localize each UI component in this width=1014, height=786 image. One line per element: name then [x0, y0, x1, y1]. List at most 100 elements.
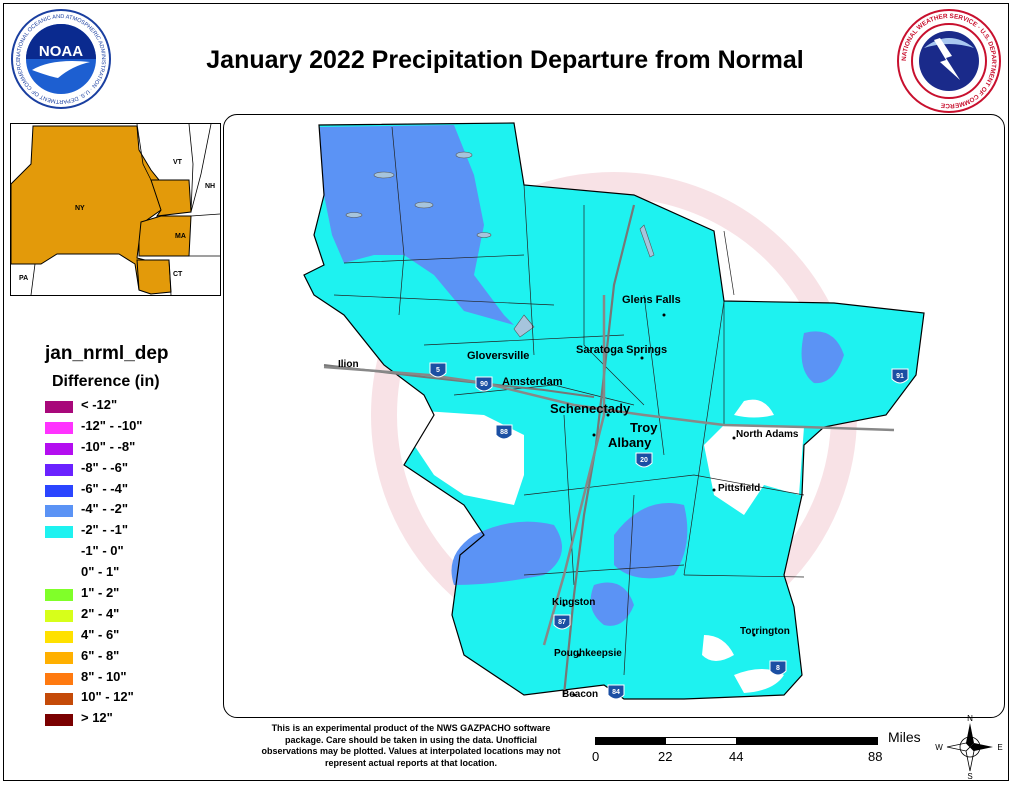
legend-swatch	[45, 651, 73, 664]
region-neg1-0-ct	[702, 635, 784, 693]
legend-swatch	[45, 442, 73, 455]
precip-map: 5 90 88 20 91 87 8 84 Glens Falls Ilion …	[303, 122, 925, 700]
legend-field-name: jan_nrml_dep	[45, 343, 169, 364]
compass-s: S	[967, 772, 972, 781]
compass-w: W	[935, 743, 943, 752]
label-north-adams: North Adams	[736, 429, 799, 440]
legend-label: 8" - 10"	[81, 668, 127, 684]
region-neg4-neg2-north	[319, 125, 534, 345]
inset-label-nh: NH	[205, 183, 215, 190]
locator-map: NY VT NH MA CT PA	[11, 124, 220, 295]
label-saratoga: Saratoga Springs	[576, 344, 667, 356]
disclaimer-note: This is an experimental product of the N…	[261, 723, 561, 768]
legend-swatch	[45, 589, 73, 602]
inset-label-ny: NY	[75, 205, 85, 212]
ct-region	[136, 259, 172, 295]
label-beacon: Beacon	[562, 689, 598, 700]
noaa-logo: NOAA NATIONAL OCEANIC AND ATMOSPHERIC AD…	[11, 9, 111, 109]
legend-swatch	[45, 568, 73, 581]
legend-label: -2" - -1"	[81, 522, 128, 538]
shield-i8: 8	[776, 665, 780, 672]
region-neg1-0-north-adams	[734, 399, 774, 418]
compass-e: E	[997, 743, 1002, 752]
legend-swatch	[45, 672, 73, 685]
label-troy: Troy	[630, 420, 658, 435]
legend-swatch	[45, 693, 73, 706]
scale-bar	[595, 737, 878, 745]
legend-label: 0" - 1"	[81, 564, 120, 580]
scale-tick-22: 22	[658, 749, 673, 764]
legend-label: 6" - 8"	[81, 647, 120, 663]
county-lines	[333, 126, 805, 676]
state-borders	[11, 124, 220, 295]
label-ilion: Ilion	[338, 359, 359, 370]
shield-i91: 91	[896, 373, 904, 380]
region-neg4-neg2-vt	[801, 331, 844, 384]
shield-i20: 20	[640, 457, 648, 464]
scale-seg-2	[666, 738, 736, 744]
shield-i87: 87	[558, 619, 566, 626]
scale-seg-3	[736, 738, 877, 744]
legend-label: 2" - 4"	[81, 605, 120, 621]
scale-tick-0: 0	[592, 749, 600, 764]
city-labels: Glens Falls Ilion Gloversville Saratoga …	[338, 294, 799, 700]
legend-swatch	[45, 421, 73, 434]
nws-logo: NATIONAL WEATHER SERVICE · U.S. DEPARTME…	[897, 9, 1001, 113]
legend-label: 4" - 6"	[81, 626, 120, 642]
page-frame	[3, 3, 1009, 781]
inset-label-pa: PA	[19, 275, 28, 282]
label-glens-falls: Glens Falls	[622, 294, 681, 306]
shield-i88: 88	[500, 429, 508, 436]
map-title: January 2022 Precipitation Departure fro…	[206, 46, 804, 74]
legend-label: > 12"	[81, 710, 113, 726]
compass-rose-icon: N S W E	[935, 714, 1002, 781]
legend-swatch	[45, 526, 73, 539]
city-dots	[562, 313, 756, 697]
legend-swatch	[45, 505, 73, 518]
legend-label: < -12"	[81, 397, 118, 412]
legend-label: 10" - 12"	[81, 689, 134, 705]
legend-label: -8" - -6"	[81, 459, 128, 475]
lakes	[345, 151, 655, 338]
legend-label: -4" - -2"	[81, 501, 128, 517]
inset-label-ma: MA	[175, 233, 186, 240]
shield-i84: 84	[612, 689, 620, 696]
legend-swatch	[45, 714, 73, 727]
main-map: 5 90 88 20 91 87 8 84 Glens Falls Ilion …	[223, 114, 1005, 718]
inset-label-vt: VT	[173, 159, 183, 166]
region-neg4-neg2-south	[590, 582, 634, 626]
label-torrington: Torrington	[740, 626, 790, 637]
compass-n: N	[967, 714, 973, 723]
scale-seg-1	[596, 738, 666, 744]
label-gloversville: Gloversville	[467, 350, 529, 362]
label-schenectady: Schenectady	[550, 401, 631, 416]
legend-label: -12" - -10"	[81, 417, 143, 433]
noaa-center-text: NOAA	[39, 43, 83, 60]
legend-swatch	[45, 547, 73, 560]
legend-swatch	[45, 630, 73, 643]
legend-swatch	[45, 609, 73, 622]
legend-label: 1" - 2"	[81, 585, 120, 601]
scale-tick-44: 44	[729, 749, 744, 764]
region-neg4-neg2-catskills	[451, 521, 562, 585]
shield-i5: 5	[436, 367, 440, 374]
shield-i90: 90	[480, 381, 488, 388]
legend-swatch	[45, 484, 73, 497]
legend-swatch	[45, 401, 73, 413]
legend-label: -10" - -8"	[81, 438, 136, 454]
scale-unit: Miles	[888, 729, 921, 745]
scale-tick-88: 88	[868, 749, 883, 764]
legend-subtitle: Difference (in)	[52, 373, 160, 390]
label-albany: Albany	[608, 435, 652, 450]
legend-label: -1" - 0"	[81, 543, 124, 559]
label-kingston: Kingston	[552, 597, 595, 608]
region-neg1-0-berkshires	[704, 425, 804, 515]
label-amsterdam: Amsterdam	[502, 376, 563, 388]
legend-label: -6" - -4"	[81, 480, 128, 496]
label-poughkeepsie: Poughkeepsie	[554, 648, 622, 659]
vt-region	[150, 179, 192, 217]
label-pittsfield: Pittsfield	[718, 483, 760, 494]
legend-swatch	[45, 463, 73, 476]
highway-shields: 5 90 88 20 91 87 8 84	[429, 362, 909, 700]
locator-inset: NY VT NH MA CT PA	[10, 123, 221, 296]
